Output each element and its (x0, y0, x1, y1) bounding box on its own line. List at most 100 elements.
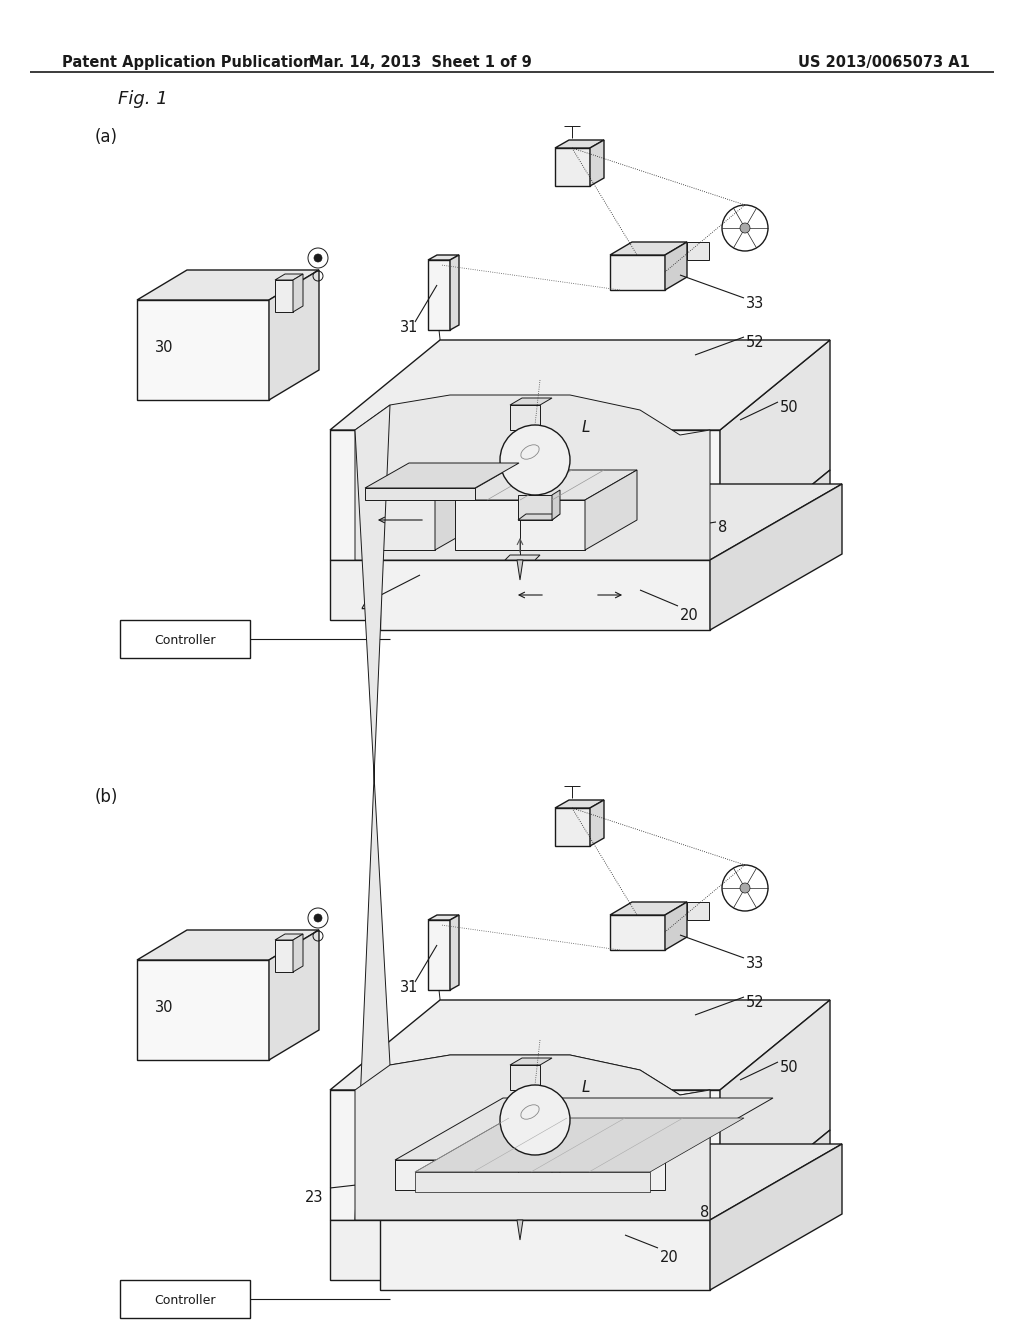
Polygon shape (518, 1155, 552, 1180)
Polygon shape (380, 560, 710, 630)
Polygon shape (610, 915, 665, 950)
Polygon shape (450, 255, 459, 330)
Polygon shape (137, 271, 319, 300)
Polygon shape (330, 1001, 830, 1090)
Polygon shape (435, 474, 463, 550)
Text: (b): (b) (95, 788, 119, 807)
Circle shape (314, 913, 322, 921)
Polygon shape (415, 1172, 650, 1192)
Polygon shape (610, 255, 665, 290)
Text: 30: 30 (155, 341, 173, 355)
Polygon shape (395, 1098, 773, 1160)
Polygon shape (365, 488, 475, 500)
Polygon shape (355, 1055, 710, 1220)
Polygon shape (590, 800, 604, 846)
Polygon shape (552, 490, 560, 520)
Polygon shape (518, 1173, 560, 1180)
Circle shape (500, 425, 570, 495)
Polygon shape (450, 915, 459, 990)
Polygon shape (275, 280, 293, 312)
Circle shape (500, 1085, 570, 1155)
Text: 50: 50 (780, 1060, 799, 1074)
Text: 31: 31 (400, 319, 419, 335)
Polygon shape (380, 1144, 842, 1220)
Text: L: L (582, 1080, 591, 1096)
Text: L: L (582, 420, 591, 436)
Text: 50: 50 (780, 400, 799, 414)
Text: US 2013/0065073 A1: US 2013/0065073 A1 (798, 55, 970, 70)
Polygon shape (720, 1130, 830, 1280)
Polygon shape (330, 1090, 720, 1220)
Text: 23: 23 (305, 1191, 324, 1205)
Polygon shape (710, 1144, 842, 1290)
Polygon shape (137, 300, 269, 400)
Text: (a): (a) (95, 128, 118, 147)
Polygon shape (610, 902, 687, 915)
Polygon shape (455, 470, 637, 500)
Polygon shape (517, 560, 523, 579)
Polygon shape (330, 341, 830, 430)
Polygon shape (510, 1059, 552, 1065)
Polygon shape (555, 140, 604, 148)
Polygon shape (431, 1018, 449, 1028)
Text: Controller: Controller (155, 635, 216, 648)
Text: 40: 40 (360, 601, 379, 615)
Polygon shape (665, 242, 687, 290)
Polygon shape (687, 242, 709, 260)
Text: 30: 30 (155, 1001, 173, 1015)
Polygon shape (431, 358, 449, 368)
Polygon shape (510, 399, 552, 405)
Polygon shape (365, 463, 519, 488)
Polygon shape (293, 275, 303, 312)
Polygon shape (380, 1220, 710, 1290)
Polygon shape (355, 395, 710, 560)
Polygon shape (330, 560, 720, 620)
Polygon shape (120, 1280, 250, 1317)
Text: 20: 20 (660, 1250, 679, 1265)
Polygon shape (330, 1220, 720, 1280)
Polygon shape (517, 1220, 523, 1239)
Polygon shape (585, 470, 637, 550)
Polygon shape (137, 960, 269, 1060)
Polygon shape (275, 935, 303, 940)
Polygon shape (518, 495, 552, 520)
Text: Mar. 14, 2013  Sheet 1 of 9: Mar. 14, 2013 Sheet 1 of 9 (308, 55, 531, 70)
Polygon shape (365, 490, 435, 550)
Polygon shape (720, 341, 830, 560)
Text: 31: 31 (400, 979, 419, 995)
Polygon shape (120, 620, 250, 657)
Polygon shape (269, 931, 319, 1060)
Polygon shape (269, 271, 319, 400)
Polygon shape (428, 255, 459, 260)
Polygon shape (687, 902, 709, 920)
Polygon shape (355, 405, 710, 1220)
Circle shape (314, 253, 322, 261)
Polygon shape (555, 808, 590, 846)
Text: 33: 33 (746, 296, 764, 312)
Polygon shape (415, 1118, 744, 1172)
Polygon shape (552, 1150, 560, 1180)
Text: Controller: Controller (155, 1295, 216, 1308)
Text: 8: 8 (718, 520, 727, 535)
Polygon shape (275, 940, 293, 972)
Polygon shape (518, 513, 560, 520)
Polygon shape (720, 470, 830, 620)
Polygon shape (610, 242, 687, 255)
Polygon shape (555, 800, 604, 808)
Polygon shape (428, 915, 459, 920)
Text: Fig. 1: Fig. 1 (118, 90, 168, 108)
Polygon shape (428, 920, 450, 990)
Polygon shape (137, 931, 319, 960)
Polygon shape (665, 902, 687, 950)
Polygon shape (555, 148, 590, 186)
Polygon shape (720, 1001, 830, 1220)
Polygon shape (590, 140, 604, 186)
Polygon shape (428, 260, 450, 330)
Polygon shape (510, 405, 540, 430)
Polygon shape (395, 1160, 665, 1191)
Polygon shape (505, 554, 540, 560)
Polygon shape (293, 935, 303, 972)
Text: 33: 33 (746, 956, 764, 972)
Circle shape (740, 883, 750, 894)
Polygon shape (380, 484, 842, 560)
